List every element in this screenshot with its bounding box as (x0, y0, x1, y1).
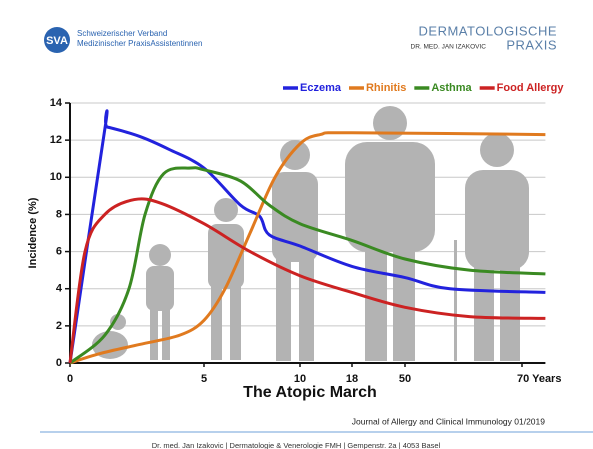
series-line (68, 197, 546, 364)
y-tick-label: 2 (56, 320, 62, 332)
x-tick-label: 5 (201, 373, 207, 385)
y-tick-label: 0 (56, 357, 62, 369)
legend-label: Food Allergy (497, 82, 565, 94)
y-tick-label: 10 (50, 171, 62, 183)
org-line: Medizinischer PraxisAssistentinnen (77, 39, 202, 48)
brand-line: DERMATOLOGISCHE (419, 23, 557, 38)
legend-label: Asthma (431, 82, 472, 94)
legend-label: Rhinitis (366, 82, 406, 94)
y-tick-label: 4 (56, 283, 63, 295)
x-tick-label: 10 (294, 373, 306, 385)
legend-label: Eczema (300, 82, 342, 94)
y-axis-label: Incidence (%) (27, 197, 39, 268)
x-tick-label: 18 (346, 373, 358, 385)
y-tick-label: 12 (50, 134, 62, 146)
footer: Dr. med. Jan Izakovic | Dermatologie & V… (152, 441, 441, 449)
x-tick-label: 0 (67, 373, 73, 385)
y-tick-label: 8 (56, 208, 62, 220)
x-tick-label: 70 Years (517, 373, 561, 385)
y-tick-label: 6 (56, 245, 62, 257)
plot: Eczema Rhinitis Asthma Food Allergy (68, 82, 565, 365)
brand-doctor: DR. MED. JAN IZAKOVIC (411, 44, 487, 51)
logo-circle (44, 27, 70, 53)
brand-line: PRAXIS (506, 37, 557, 52)
y-tick-label: 14 (50, 97, 63, 109)
x-tick-label: 50 (399, 373, 411, 385)
logo-text: SVA (46, 35, 68, 47)
series-line (68, 109, 546, 364)
series-line (69, 166, 546, 365)
chart-title: The Atopic March (243, 384, 377, 401)
source: Journal of Allergy and Clinical Immunolo… (352, 416, 546, 426)
series-line (69, 131, 546, 365)
org-line: Schweizerischer Verband (77, 29, 167, 38)
